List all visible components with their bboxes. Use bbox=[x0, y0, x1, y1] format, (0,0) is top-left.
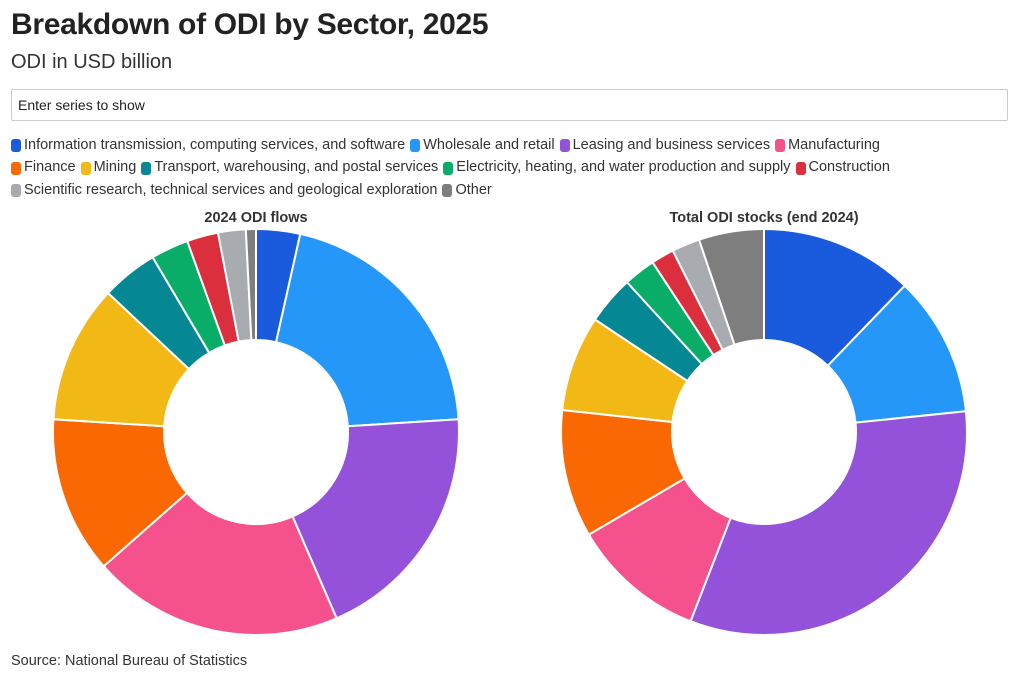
legend-swatch bbox=[80, 161, 91, 175]
legend-label: Scientific research, technical services … bbox=[24, 181, 438, 198]
legend-label: Information transmission, computing serv… bbox=[24, 137, 406, 153]
legend-item[interactable]: Electricity, heating, and water producti… bbox=[443, 158, 791, 177]
legend: Information transmission, computing serv… bbox=[11, 136, 1011, 203]
chart-title: Breakdown of ODI by Sector, 2025 bbox=[11, 8, 489, 41]
donut-charts: 2024 ODI flows Total ODI stocks (end 2024… bbox=[52, 210, 968, 636]
donut-chart: 2024 ODI flows bbox=[52, 210, 460, 636]
legend-item[interactable]: Finance bbox=[11, 158, 76, 177]
legend-label: Leasing and business services bbox=[572, 137, 771, 153]
legend-swatch bbox=[559, 139, 570, 153]
legend-swatch bbox=[795, 161, 806, 175]
donut-slice[interactable] bbox=[291, 418, 460, 620]
legend-item[interactable]: Other bbox=[442, 181, 492, 200]
donut-slice[interactable] bbox=[698, 228, 765, 346]
donut-slice[interactable] bbox=[275, 232, 460, 428]
legend-swatch bbox=[11, 184, 21, 198]
legend-label: Wholesale and retail bbox=[423, 137, 555, 153]
legend-swatch bbox=[11, 161, 21, 175]
legend-label: Manufacturing bbox=[788, 137, 880, 153]
donut-title: 2024 ODI flows bbox=[204, 210, 307, 226]
legend-item[interactable]: Mining bbox=[80, 158, 137, 177]
legend-item[interactable]: Leasing and business services bbox=[559, 136, 771, 155]
legend-item[interactable]: Information transmission, computing serv… bbox=[11, 136, 405, 155]
donut-slice[interactable] bbox=[689, 410, 968, 636]
legend-label: Finance bbox=[24, 159, 76, 176]
legend-item[interactable]: Wholesale and retail bbox=[410, 136, 555, 155]
source-note: Source: National Bureau of Statistics bbox=[11, 653, 248, 669]
legend-item[interactable]: Manufacturing bbox=[775, 136, 880, 155]
donut-slice[interactable] bbox=[763, 228, 906, 367]
legend-label: Electricity, heating, and water producti… bbox=[456, 159, 791, 176]
legend-swatch bbox=[141, 161, 152, 175]
legend-swatch bbox=[410, 139, 421, 153]
series-search-input[interactable] bbox=[11, 89, 1008, 121]
legend-swatch bbox=[11, 139, 21, 153]
donut-slice[interactable] bbox=[244, 228, 257, 342]
legend-item[interactable]: Scientific research, technical services … bbox=[11, 181, 437, 200]
legend-label: Mining bbox=[93, 159, 137, 176]
legend-swatch bbox=[442, 184, 453, 198]
donut-title: Total ODI stocks (end 2024) bbox=[669, 210, 858, 226]
legend-label: Construction bbox=[808, 159, 890, 176]
donut-slice[interactable] bbox=[102, 491, 338, 636]
chart-subtitle: ODI in USD billion bbox=[11, 51, 173, 73]
legend-swatch bbox=[443, 161, 454, 175]
legend-label: Transport, warehousing, and postal servi… bbox=[154, 159, 439, 176]
donut-chart: Total ODI stocks (end 2024) bbox=[560, 210, 968, 636]
legend-label: Other bbox=[455, 181, 492, 198]
legend-swatch bbox=[775, 139, 786, 153]
legend-item[interactable]: Construction bbox=[795, 158, 890, 177]
legend-item[interactable]: Transport, warehousing, and postal servi… bbox=[141, 158, 438, 177]
